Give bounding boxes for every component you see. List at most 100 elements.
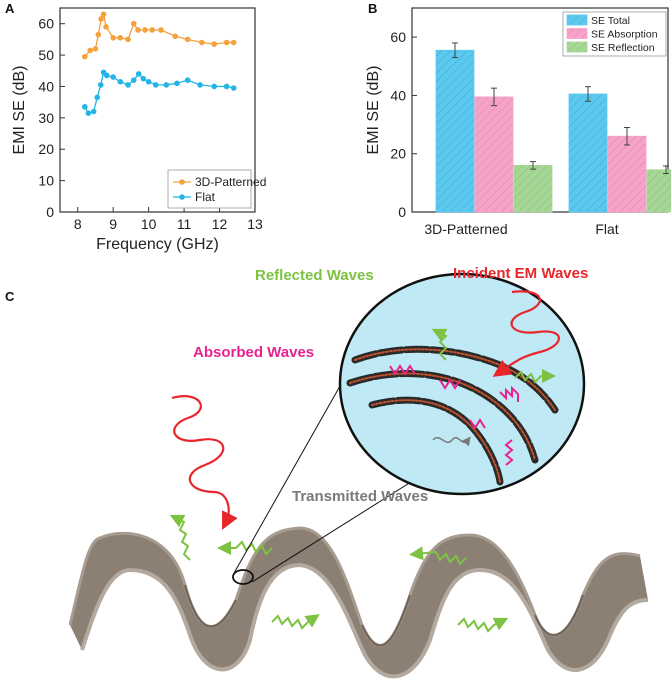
legend-marker [179, 179, 185, 185]
absorbed-waves-label: Absorbed Waves [193, 344, 314, 361]
y-tick-label: 20 [390, 146, 406, 162]
data-point [97, 82, 104, 88]
x-tick-label: 13 [247, 216, 263, 232]
y-tick-label: 30 [38, 110, 54, 126]
data-point [223, 83, 230, 90]
data-point [211, 83, 218, 90]
bar-se-total [435, 49, 475, 213]
data-point [174, 80, 180, 87]
reflected-squiggle [514, 369, 556, 384]
corrugated-film-illustration [68, 526, 649, 679]
zoom-line [251, 469, 431, 583]
data-point [87, 47, 93, 54]
category-label: 3D-Patterned [424, 221, 507, 237]
incident-wave-zoom [492, 290, 560, 377]
x-tick-label: 8 [74, 216, 82, 232]
zoom-origin-circle [232, 569, 254, 585]
film-surface [70, 528, 648, 677]
legend-box [167, 169, 252, 209]
data-point [135, 71, 142, 77]
chart-b: 0 20 40 60 3D-Patterned Flat EMI SE (dB) SE T… [365, 7, 671, 237]
data-point [125, 82, 131, 88]
data-point [199, 39, 205, 46]
data-point [95, 31, 102, 38]
chart-a-x-axis-title: Frequency (GHz) [96, 236, 219, 253]
data-point [211, 41, 218, 47]
absorbed-squiggle [469, 418, 486, 430]
category-label: Flat [595, 221, 618, 237]
data-point [110, 35, 116, 41]
absorbed-squiggle [389, 364, 416, 376]
wave-squiggle [457, 617, 509, 633]
bar-se-reflection [513, 164, 553, 213]
y-tick-label: 0 [398, 204, 406, 220]
layer-strand-core [354, 348, 556, 411]
chart-a-ticks: 8 9 10 11 12 13 0 10 20 30 40 50 60 [38, 16, 263, 232]
y-tick-label: 40 [390, 87, 406, 103]
series-line-3d-patterned [84, 12, 234, 58]
film-valley-shadow [534, 594, 584, 636]
x-tick-label: 11 [177, 216, 192, 232]
transmitted-waves-label: Transmitted Waves [292, 488, 428, 505]
legend-label: 3D-Patterned [195, 175, 266, 189]
data-point [110, 74, 116, 80]
data-point [85, 110, 92, 116]
legend-swatch [566, 14, 588, 26]
legend-label: SE Total [591, 15, 630, 27]
layer-strand-core [349, 372, 536, 461]
panel-label-b: B [368, 1, 377, 16]
data-point [92, 46, 99, 52]
wave-squiggle [217, 540, 273, 556]
data-point [184, 36, 191, 43]
data-point [125, 36, 131, 43]
data-point [94, 94, 101, 101]
film-valley-shadow [184, 584, 237, 628]
wave-squiggle [169, 514, 191, 561]
y-tick-label: 0 [46, 204, 54, 220]
data-point [230, 85, 237, 91]
legend-label: Flat [195, 190, 216, 204]
bar-se-total [568, 93, 608, 213]
bar-se-absorption [607, 135, 647, 213]
y-tick-label: 20 [38, 141, 54, 157]
data-point [82, 53, 88, 60]
data-point [104, 72, 110, 79]
data-point [140, 75, 147, 82]
y-tick-label: 50 [38, 47, 54, 63]
y-tick-label: 60 [38, 16, 54, 32]
data-point [142, 27, 148, 33]
data-point [158, 27, 164, 33]
incident-em-waves-label: Incident EM Waves [453, 265, 588, 282]
data-point [103, 24, 109, 30]
chart-b-bars [435, 42, 671, 213]
data-point [82, 104, 88, 110]
chart-b-ticks: 0 20 40 60 3D-Patterned Flat [390, 29, 618, 237]
panel-label-c: C [5, 289, 15, 304]
data-point [149, 27, 155, 33]
bar-se-reflection [646, 169, 671, 213]
layered-structure [346, 328, 559, 486]
reflected-waves-label: Reflected Waves [255, 267, 374, 284]
y-tick-label: 60 [390, 29, 406, 45]
incident-wave-left [171, 395, 238, 530]
absorbed-squiggle [439, 378, 461, 390]
data-point [117, 35, 124, 41]
data-point [135, 27, 141, 33]
transmitted-squiggle [432, 436, 471, 447]
y-tick-label: 40 [38, 78, 54, 94]
legend-marker [179, 194, 185, 200]
layer-strand-core [371, 399, 501, 483]
data-point [184, 77, 191, 83]
legend-swatch [566, 41, 588, 53]
data-point [172, 33, 179, 40]
data-point [117, 78, 124, 85]
chart-b-y-axis-title: EMI SE (dB) [365, 66, 382, 155]
bar-se-absorption [474, 96, 514, 213]
surface-green-waves [169, 514, 509, 633]
absorbed-squiggle [504, 439, 514, 466]
chart-a-frame [59, 7, 256, 213]
data-point [98, 16, 104, 22]
